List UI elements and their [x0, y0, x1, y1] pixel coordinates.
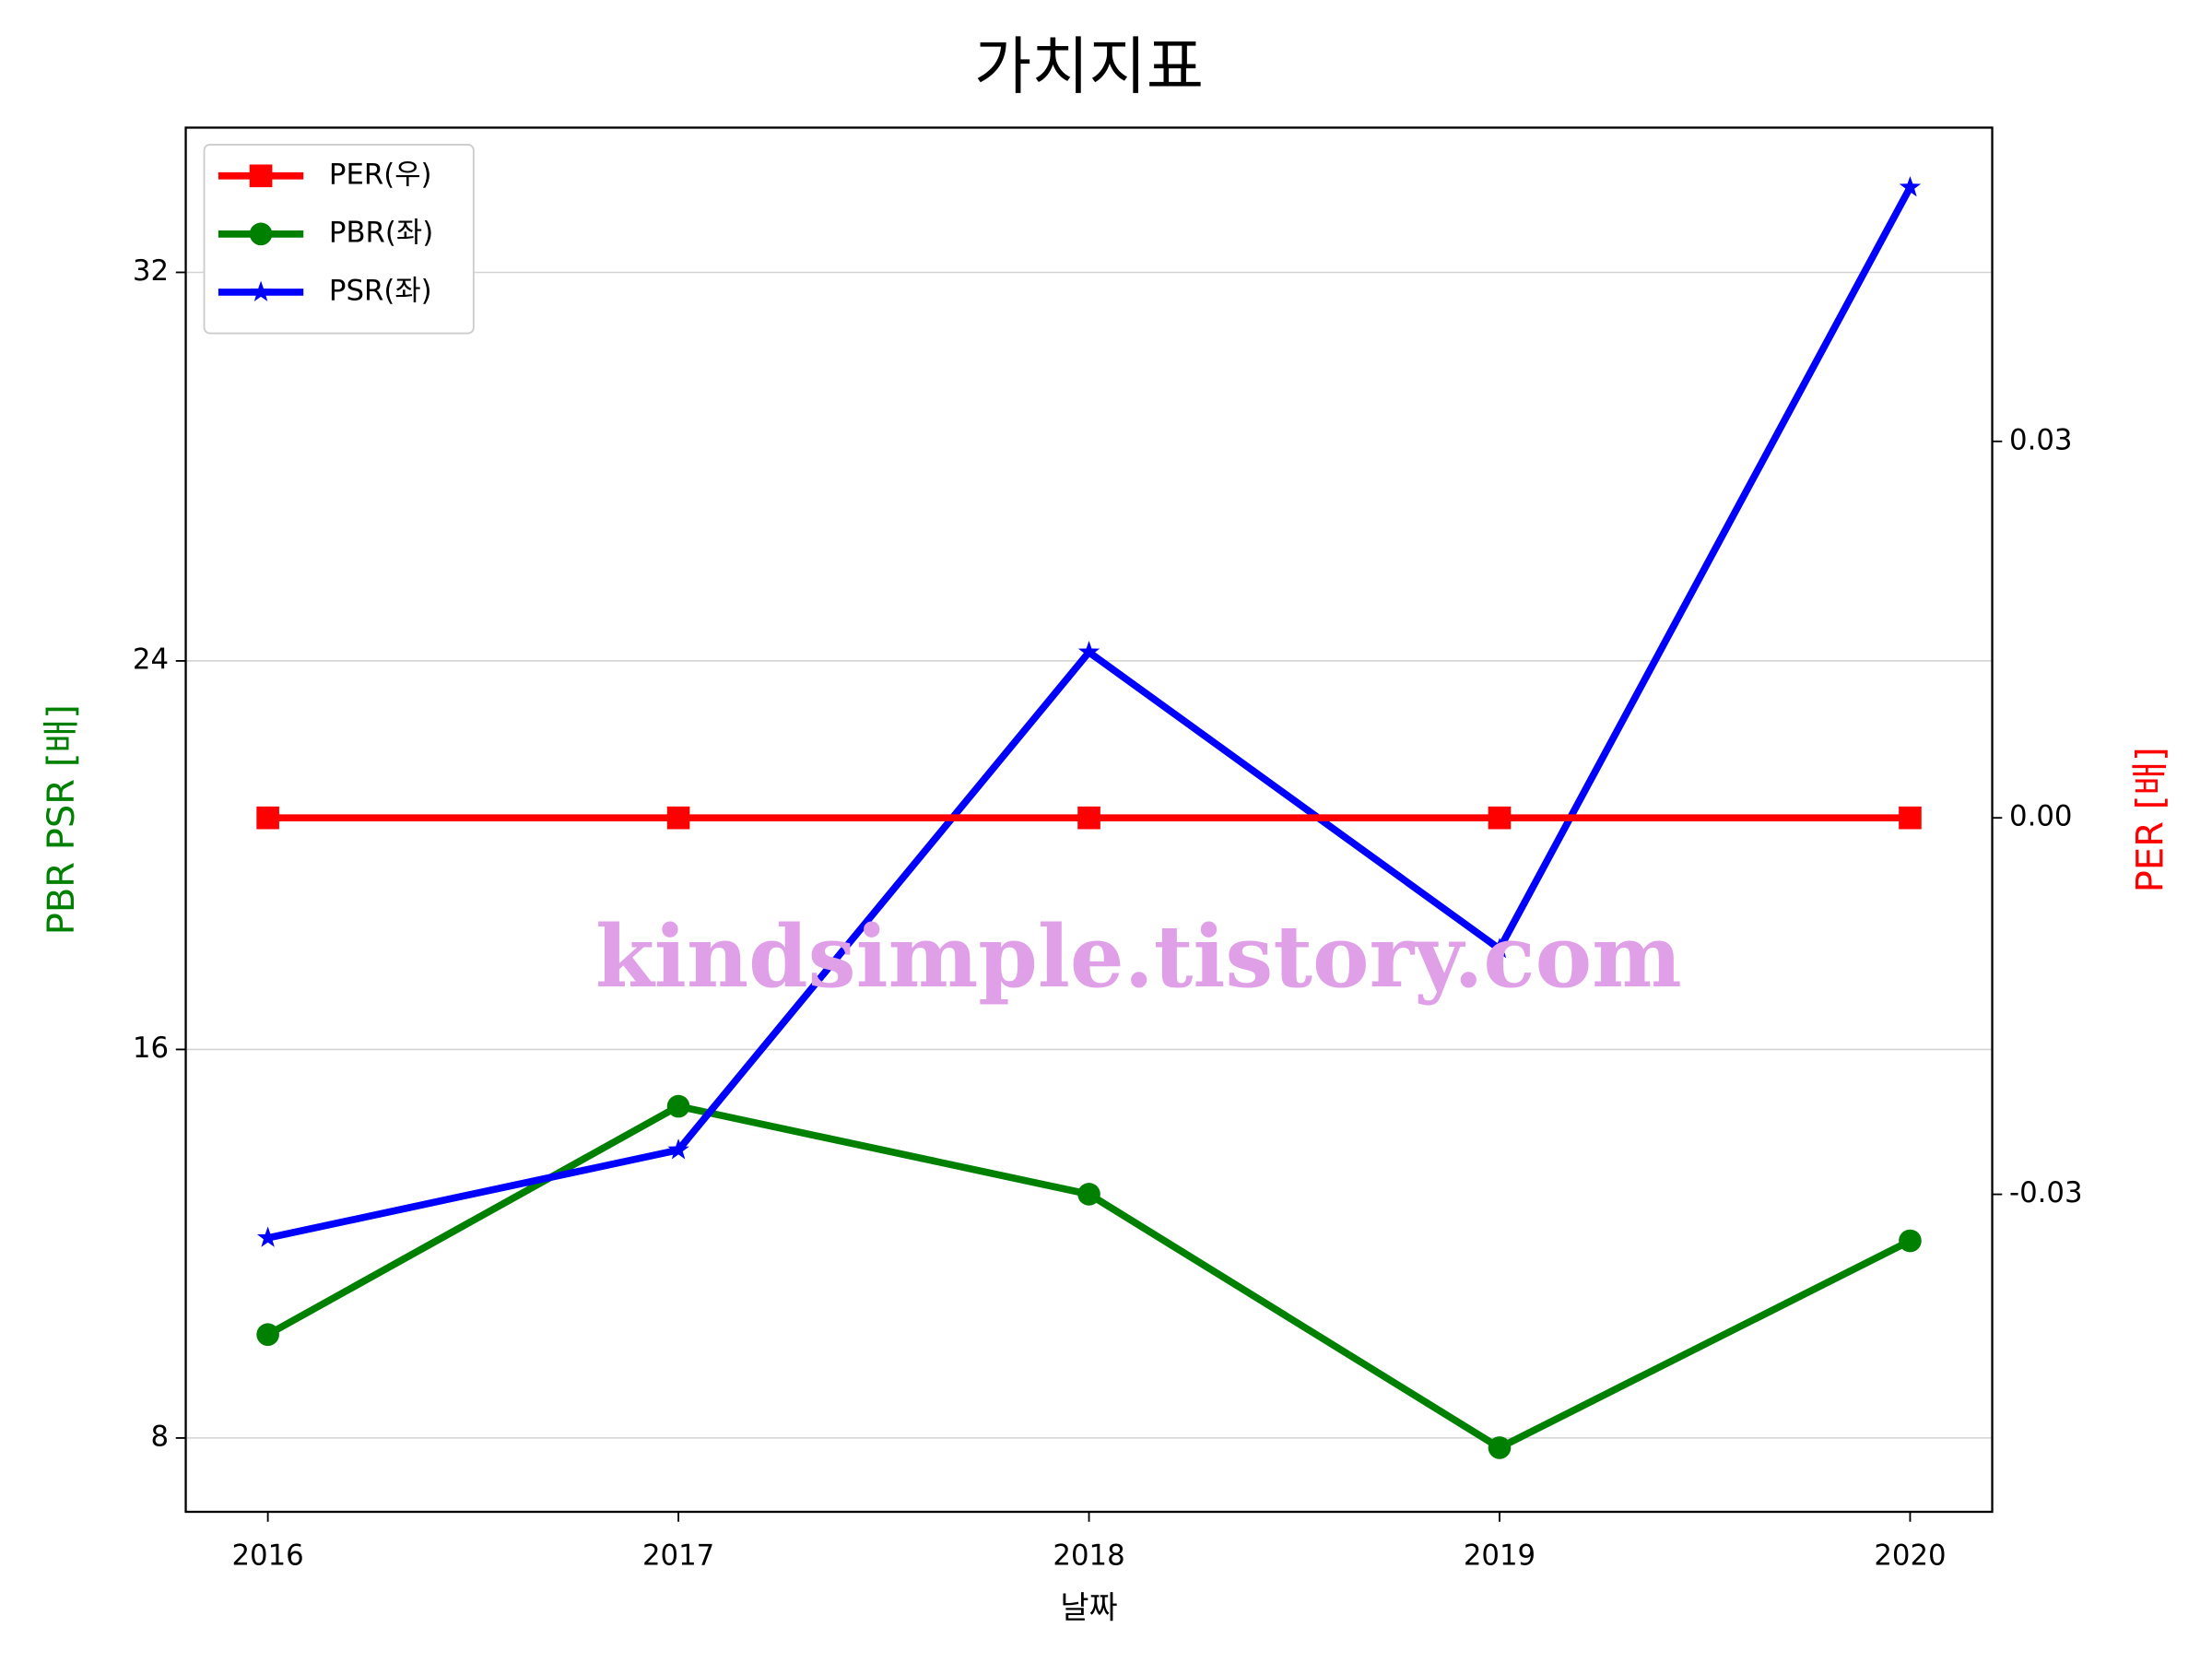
- x-tick-label: 2018: [1053, 1539, 1124, 1573]
- y-tick-label: 16: [133, 1032, 169, 1065]
- marker: [666, 1094, 690, 1118]
- x-tick-label: 2020: [1874, 1539, 1946, 1573]
- y-tick-label: 24: [133, 643, 169, 676]
- y-tick-label: 8: [150, 1420, 169, 1453]
- marker: [1488, 1436, 1512, 1459]
- y-axis-label: PBR PSR [배]: [41, 704, 83, 935]
- y2-tick-label: -0.03: [2009, 1176, 2083, 1209]
- y2-tick-label: 0.00: [2009, 800, 2072, 833]
- legend: PER(우) PBR(좌) PSR(좌): [203, 144, 475, 335]
- x-tick-label: 2019: [1464, 1539, 1535, 1573]
- y2-axis-label: PER [배]: [2129, 747, 2171, 892]
- marker: [1077, 806, 1100, 830]
- marker: [256, 1323, 279, 1347]
- y-tick-label: 32: [133, 254, 169, 288]
- x-axis-label: 날짜: [1060, 1590, 1117, 1626]
- marker: [667, 1138, 689, 1160]
- marker: [1899, 806, 1922, 830]
- marker: [1488, 806, 1512, 830]
- x-tick-label: 2016: [231, 1539, 303, 1573]
- plot-frame: [184, 126, 1994, 1514]
- marker: [666, 806, 690, 830]
- annotation: kindsimple.tistory.com: [595, 906, 1682, 1007]
- marker: [1899, 1229, 1922, 1253]
- marker: [1899, 175, 1922, 197]
- legend-label: PSR(좌): [329, 274, 432, 307]
- marker: [1077, 641, 1100, 662]
- x-tick-label: 2017: [642, 1539, 714, 1573]
- marker: [256, 806, 279, 830]
- legend-label: PER(우): [329, 158, 432, 191]
- legend-marker: [249, 222, 273, 246]
- chart-title: 가치지표: [974, 29, 1204, 102]
- legend-label: PBR(좌): [329, 216, 433, 249]
- marker: [1077, 1183, 1100, 1206]
- y2-tick-label: 0.03: [2009, 423, 2072, 456]
- marker: [256, 1226, 279, 1247]
- legend-marker: [250, 280, 272, 301]
- legend-frame: [203, 144, 475, 335]
- marker: [1488, 938, 1511, 959]
- legend-marker: [249, 164, 273, 188]
